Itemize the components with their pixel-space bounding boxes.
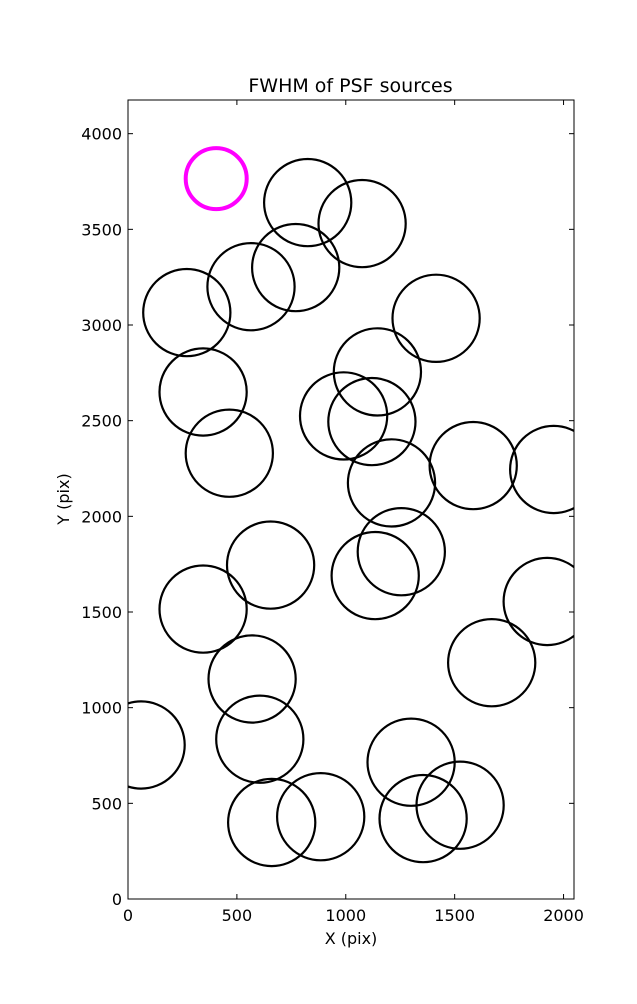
- psf-source-circle: [415, 760, 505, 850]
- psf-source-circle: [128, 700, 186, 790]
- psf-source-circle: [428, 420, 518, 511]
- psf-source-circle: [391, 273, 481, 363]
- psf-source-circle: [158, 347, 248, 437]
- psf-source-circle: [332, 327, 423, 417]
- psf-source-circle: [346, 438, 437, 528]
- x-tick-label: 0: [123, 906, 133, 925]
- x-tick-label: 500: [222, 906, 253, 925]
- psf-source-circle: [251, 222, 341, 313]
- x-axis: 0 500 1000 1500 2000: [123, 100, 584, 925]
- y-tick-label: 3500: [81, 220, 122, 239]
- psf-source-circle: [298, 371, 389, 461]
- psf-source-circle: [356, 507, 446, 597]
- psf-source-circle: [215, 694, 305, 784]
- psf-source-circle: [227, 777, 317, 868]
- psf-source-circle: [206, 242, 296, 332]
- reference-fwhm-circle: [183, 146, 249, 212]
- y-tick-label: 2000: [81, 507, 122, 526]
- psf-source-circle: [263, 157, 353, 248]
- psf-source-circle: [207, 634, 297, 724]
- psf-source-circle: [447, 618, 537, 708]
- y-tick-label: 0: [112, 890, 122, 909]
- psf-source-circle: [276, 772, 366, 862]
- psf-source-circle: [142, 267, 232, 358]
- y-tick-label: 500: [91, 794, 122, 813]
- plot-frame: [127, 99, 575, 900]
- data-marks: [128, 146, 574, 868]
- psf-source-circle: [502, 556, 574, 647]
- y-tick-label: 2500: [81, 412, 122, 431]
- y-tick-label: 1000: [81, 699, 122, 718]
- psf-source-circle: [184, 408, 275, 498]
- psf-source-circle: [378, 773, 468, 864]
- x-tick-label: 1500: [434, 906, 475, 925]
- psf-source-circle: [509, 424, 574, 515]
- y-axis: 0 500 1000 1500 2000 2500 3000 3500 4000: [81, 125, 574, 909]
- psf-source-circle: [366, 717, 456, 807]
- y-tick-label: 4000: [81, 125, 122, 144]
- psf-source-circle: [317, 178, 407, 269]
- psf-source-circle: [327, 376, 417, 467]
- y-tick-label: 1500: [81, 603, 122, 622]
- y-tick-label: 3000: [81, 316, 122, 335]
- x-tick-label: 1000: [325, 906, 366, 925]
- psf-source-circle: [225, 520, 316, 610]
- y-axis-label: Y (pix): [54, 473, 73, 525]
- psf-source-circle: [330, 530, 420, 621]
- chart-title: FWHM of PSF sources: [248, 75, 452, 97]
- x-tick-label: 2000: [543, 906, 584, 925]
- x-axis-label: X (pix): [325, 929, 378, 948]
- psf-source-circle: [158, 564, 248, 654]
